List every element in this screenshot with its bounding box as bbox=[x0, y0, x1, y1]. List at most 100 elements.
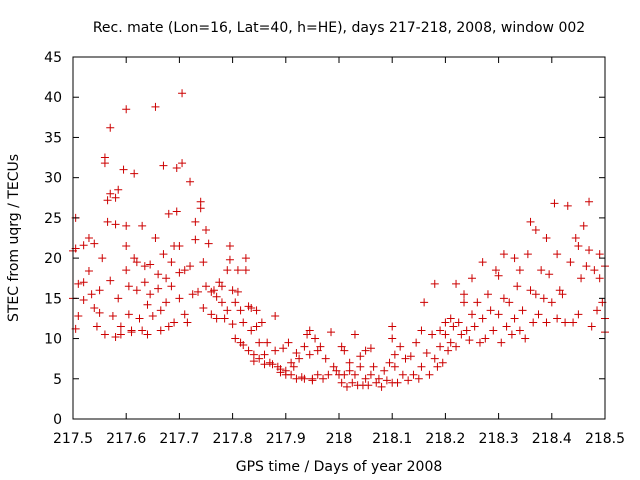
data-point bbox=[494, 310, 503, 319]
data-point bbox=[364, 381, 373, 390]
data-point bbox=[569, 318, 578, 327]
data-point bbox=[111, 193, 120, 202]
data-point bbox=[90, 303, 99, 312]
data-point bbox=[350, 330, 359, 339]
data-point bbox=[191, 217, 200, 226]
data-point bbox=[231, 334, 240, 343]
data-point bbox=[204, 239, 213, 248]
data-point bbox=[167, 258, 176, 267]
data-point bbox=[593, 306, 602, 315]
x-tick-label: 218.3 bbox=[479, 431, 519, 447]
y-tick-label: 30 bbox=[44, 171, 62, 187]
data-point bbox=[494, 271, 503, 280]
data-point bbox=[521, 334, 530, 343]
data-point bbox=[162, 298, 171, 307]
data-point bbox=[555, 286, 564, 295]
data-point bbox=[499, 250, 508, 259]
data-point bbox=[87, 290, 96, 299]
data-point bbox=[140, 262, 149, 271]
data-point bbox=[526, 217, 535, 226]
data-point bbox=[249, 357, 258, 366]
data-point bbox=[502, 322, 511, 331]
data-point bbox=[247, 326, 256, 335]
data-point bbox=[116, 322, 125, 331]
data-point bbox=[180, 310, 189, 319]
data-point bbox=[276, 368, 285, 377]
data-point bbox=[95, 308, 104, 317]
data-point bbox=[457, 330, 466, 339]
data-point bbox=[175, 294, 184, 303]
data-point bbox=[268, 360, 277, 369]
data-point bbox=[401, 354, 410, 363]
data-point bbox=[515, 326, 524, 335]
data-point bbox=[143, 330, 152, 339]
data-point bbox=[350, 370, 359, 379]
y-axis-label: STEC from uqrg / TECUs bbox=[6, 154, 22, 322]
data-point bbox=[550, 199, 559, 208]
x-tick-label: 217.7 bbox=[159, 431, 199, 447]
data-point bbox=[311, 334, 320, 343]
data-point bbox=[337, 342, 346, 351]
data-point bbox=[170, 318, 179, 327]
data-point bbox=[446, 338, 455, 347]
data-point bbox=[164, 322, 173, 331]
data-point bbox=[92, 322, 101, 331]
data-point bbox=[510, 254, 519, 263]
data-point bbox=[103, 217, 112, 226]
data-point bbox=[116, 330, 125, 339]
data-point bbox=[241, 254, 250, 263]
data-point bbox=[468, 310, 476, 319]
data-point bbox=[217, 298, 226, 307]
data-point bbox=[199, 303, 208, 312]
data-point bbox=[84, 266, 93, 275]
data-point bbox=[98, 254, 107, 263]
data-point bbox=[202, 282, 210, 291]
data-point bbox=[186, 177, 195, 186]
data-point bbox=[531, 225, 540, 234]
data-point bbox=[579, 221, 588, 230]
data-point bbox=[332, 366, 341, 375]
y-tick-label: 45 bbox=[44, 50, 62, 66]
y-tick-label: 15 bbox=[44, 291, 62, 307]
data-point bbox=[374, 374, 383, 383]
data-point bbox=[207, 310, 216, 319]
data-point bbox=[449, 322, 458, 331]
data-point bbox=[478, 258, 487, 267]
data-point bbox=[460, 298, 469, 307]
data-point bbox=[138, 221, 147, 230]
data-point bbox=[233, 287, 242, 296]
data-point bbox=[313, 370, 322, 379]
data-point bbox=[209, 286, 218, 295]
data-point bbox=[260, 360, 269, 369]
data-point bbox=[260, 350, 269, 359]
data-point bbox=[292, 349, 301, 358]
data-point bbox=[539, 294, 548, 303]
data-point bbox=[151, 234, 160, 242]
data-point bbox=[545, 270, 554, 279]
data-point bbox=[300, 342, 309, 351]
data-point bbox=[130, 254, 139, 263]
data-point bbox=[114, 185, 123, 194]
data-point bbox=[340, 370, 349, 379]
data-point bbox=[361, 374, 370, 383]
data-point bbox=[475, 338, 484, 347]
data-point bbox=[228, 286, 237, 295]
data-point bbox=[164, 209, 173, 218]
data-point bbox=[74, 312, 83, 321]
data-point bbox=[188, 290, 197, 299]
data-point bbox=[191, 235, 200, 244]
data-point bbox=[156, 306, 165, 315]
data-point bbox=[178, 159, 187, 168]
data-point bbox=[79, 295, 88, 304]
data-point bbox=[561, 318, 570, 327]
data-point bbox=[462, 326, 471, 335]
data-point bbox=[199, 258, 208, 267]
data-point bbox=[433, 362, 442, 371]
data-point bbox=[172, 164, 181, 173]
data-point bbox=[225, 255, 234, 264]
data-point bbox=[574, 310, 583, 319]
y-tick-label: 40 bbox=[44, 90, 62, 106]
data-point bbox=[571, 234, 580, 242]
data-point bbox=[526, 286, 535, 295]
data-point bbox=[398, 370, 407, 379]
